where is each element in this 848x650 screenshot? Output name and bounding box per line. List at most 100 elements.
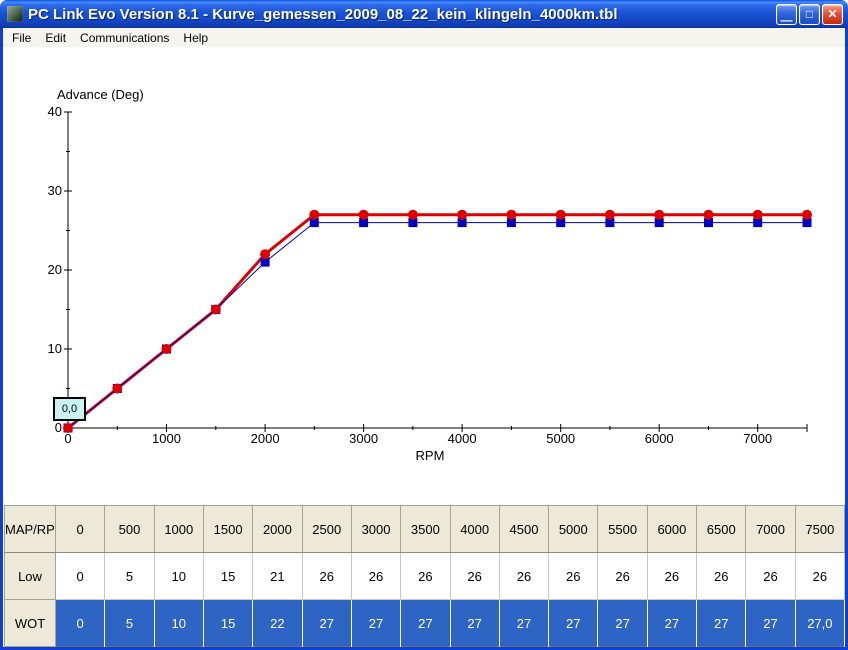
low-point[interactable] (408, 218, 418, 228)
low-point[interactable] (654, 218, 664, 228)
wot-point[interactable] (506, 209, 517, 220)
close-button[interactable]: ✕ (822, 3, 843, 25)
rpm-header-cell[interactable]: 6500 (696, 505, 747, 553)
low-point[interactable] (802, 218, 812, 228)
wot-value-cell[interactable]: 22 (252, 599, 303, 647)
low-point[interactable] (506, 218, 516, 228)
wot-value-cell[interactable]: 10 (154, 599, 204, 647)
low-value-cell[interactable]: 26 (745, 552, 796, 600)
wot-point[interactable] (358, 209, 369, 220)
low-point[interactable] (359, 218, 369, 228)
rpm-header-cell[interactable]: 2500 (301, 505, 352, 553)
low-value-cell[interactable]: 0 (55, 552, 106, 600)
low-value-cell[interactable]: 15 (203, 552, 254, 600)
wot-point[interactable] (161, 344, 172, 354)
close-icon: ✕ (827, 6, 838, 21)
advance-curve-chart[interactable]: 0 1000 2000 3000 4000 5000 6000 7000 0 10 20 30 40 Ad… (0, 47, 848, 505)
rpm-header-cell[interactable]: 3500 (400, 505, 451, 553)
rpm-header-cell[interactable]: 500 (104, 505, 155, 553)
title-bar[interactable]: PC Link Evo Version 8.1 - Kurve_gemessen… (0, 0, 848, 28)
low-value-cell[interactable]: 26 (597, 552, 648, 600)
row-label-low[interactable]: Low (4, 552, 56, 600)
low-value-cell[interactable]: 21 (252, 552, 303, 600)
low-value-cell[interactable]: 26 (647, 552, 698, 600)
wot-point[interactable] (802, 209, 812, 220)
low-value-cell[interactable]: 26 (302, 552, 352, 600)
rpm-header-cell[interactable]: 0 (54, 505, 106, 553)
low-value-cell[interactable]: 26 (400, 552, 451, 600)
wot-point[interactable] (457, 209, 468, 220)
menu-item-help[interactable]: Help (183, 30, 209, 45)
rpm-header-cell[interactable]: 1500 (202, 505, 254, 553)
low-point[interactable] (457, 218, 467, 228)
low-value-cell[interactable]: 10 (154, 552, 204, 600)
wot-value-cell[interactable]: 27 (302, 599, 352, 647)
x-tick-label: 1000 (152, 431, 181, 446)
rpm-header-cell[interactable]: 7000 (745, 505, 796, 553)
wot-point[interactable] (752, 209, 763, 220)
rpm-header-cell[interactable]: 3000 (350, 505, 402, 553)
menu-bar: File Edit Communications Help (3, 28, 845, 47)
low-value-cell[interactable]: 5 (104, 552, 155, 600)
wot-point[interactable] (604, 209, 615, 220)
wot-value-cell[interactable]: 27 (597, 599, 648, 647)
low-value-cell[interactable]: 26 (450, 552, 500, 600)
low-point[interactable] (309, 218, 319, 228)
minimize-button[interactable]: — (776, 3, 797, 27)
maximize-button[interactable]: □ (799, 3, 820, 25)
rpm-header-cell[interactable]: 6000 (646, 505, 698, 553)
wot-point[interactable] (703, 209, 714, 220)
wot-value-cell[interactable]: 27 (499, 599, 550, 647)
wot-value-cell[interactable]: 27 (351, 599, 402, 647)
window-border-right (845, 28, 848, 647)
x-tick-label: 0 (64, 431, 71, 446)
wot-point[interactable] (260, 249, 271, 260)
wot-value-cell[interactable]: 0 (55, 599, 106, 647)
low-value-cell[interactable]: 26 (548, 552, 599, 600)
rpm-header-cell[interactable]: 5500 (597, 505, 648, 553)
wot-value-cell[interactable]: 27 (548, 599, 599, 647)
wot-value-cell[interactable]: 5 (104, 599, 155, 647)
low-value-cell[interactable]: 26 (795, 552, 846, 600)
rpm-header-cell[interactable]: 7500 (794, 505, 846, 553)
app-icon[interactable] (7, 6, 23, 22)
low-point[interactable] (753, 218, 763, 228)
wot-point[interactable] (555, 209, 566, 220)
menu-item-edit[interactable]: Edit (45, 30, 67, 45)
wot-value-cell[interactable]: 27 (450, 599, 500, 647)
wot-point[interactable] (63, 423, 73, 433)
rpm-header-cell[interactable]: 5000 (548, 505, 599, 553)
rpm-header-cell[interactable]: 4000 (449, 505, 500, 553)
low-value-cell[interactable]: 26 (351, 552, 402, 600)
rpm-header-cell[interactable]: 2000 (252, 505, 303, 553)
y-tick-label: 0 (55, 420, 62, 435)
low-point[interactable] (556, 218, 566, 228)
low-point[interactable] (260, 257, 270, 267)
wot-point[interactable] (210, 304, 221, 315)
wot-point[interactable] (112, 383, 123, 394)
selected-value-box[interactable]: 0,0 (53, 397, 86, 421)
wot-value-cell[interactable]: 27 (400, 599, 451, 647)
x-tick-label: 2000 (251, 431, 280, 446)
rpm-header-cell[interactable]: 1000 (153, 505, 204, 553)
low-point[interactable] (704, 218, 713, 228)
corner-header-cell: MAP/RPM (4, 505, 56, 553)
table-row: WOT 0 5 10 15 22 27 27 27 27 27 27 27 27 27 27 27,0 (4, 599, 846, 647)
low-value-cell[interactable]: 26 (499, 552, 550, 600)
low-value-cell[interactable]: 26 (696, 552, 747, 600)
wot-value-cell[interactable]: 27 (696, 599, 747, 647)
x-tick-label: 3000 (349, 431, 378, 446)
wot-value-cell[interactable]: 15 (203, 599, 254, 647)
row-label-wot[interactable]: WOT (4, 599, 56, 647)
wot-point[interactable] (654, 209, 665, 220)
table-header-row: MAP/RPM050010001500200025003000350040004… (4, 505, 846, 553)
menu-item-communications[interactable]: Communications (80, 30, 170, 45)
rpm-header-cell[interactable]: 4500 (498, 505, 550, 553)
wot-value-cell[interactable]: 27 (745, 599, 796, 647)
wot-value-cell[interactable]: 27 (647, 599, 698, 647)
wot-point[interactable] (407, 209, 418, 220)
wot-point[interactable] (309, 209, 320, 220)
menu-item-file[interactable]: File (12, 30, 32, 45)
low-point[interactable] (605, 218, 615, 228)
wot-value-cell[interactable]: 27,0 (795, 599, 846, 647)
